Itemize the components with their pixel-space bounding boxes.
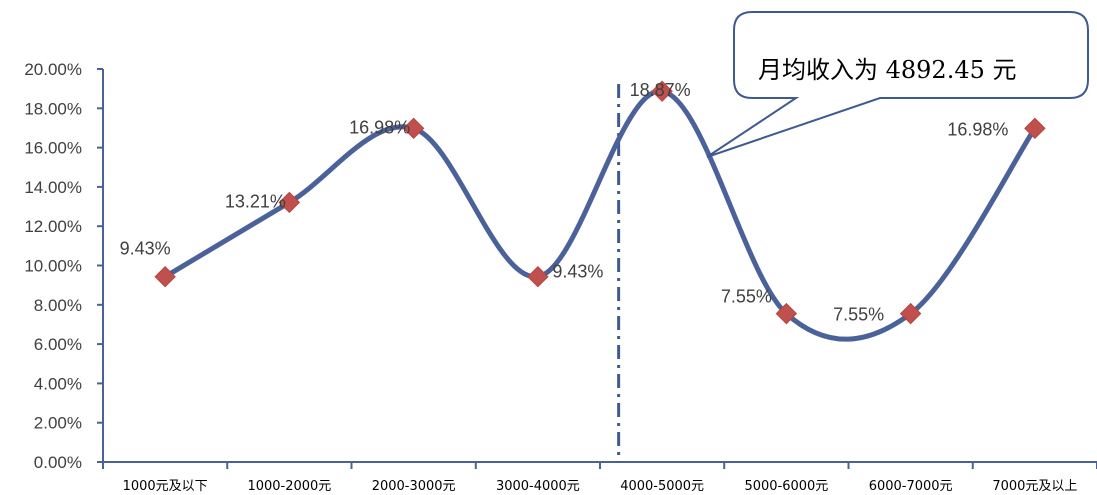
data-label: 9.43% (120, 239, 171, 259)
x-tick-label: 5000-6000元 (744, 479, 828, 494)
callout: 月均收入为 4892.45 元 (706, 11, 1089, 158)
series-layer (154, 80, 1046, 342)
y-axis: 0.00% 2.00% 4.00% 6.00% 8.00% 10.00% 12.00% 14.… (24, 60, 104, 472)
y-tick-label: 16.00% (24, 139, 82, 158)
y-tick-label: 10.00% (24, 257, 82, 276)
data-label: 13.21% (225, 191, 286, 211)
y-tick-label: 12.00% (24, 217, 82, 236)
y-tick-label: 20.00% (24, 60, 82, 79)
data-label: 18.87% (630, 80, 691, 100)
series-line (163, 88, 1037, 342)
x-tick-label: 2000-3000元 (372, 479, 456, 494)
data-label: 7.55% (833, 305, 884, 325)
x-tick-label: 6000-7000元 (869, 479, 953, 494)
data-label: 16.98% (947, 119, 1008, 139)
data-point-marker (154, 265, 176, 288)
x-tick-label: 7000元及以上 (992, 479, 1077, 494)
y-tick-label: 8.00% (34, 296, 82, 315)
data-point-marker (527, 265, 549, 288)
data-point-marker (651, 80, 673, 102)
y-tick-label: 6.00% (34, 335, 82, 354)
data-point-marker (278, 191, 301, 214)
data-point-marker (899, 302, 922, 325)
callout-text: 月均收入为 4892.45 元 (758, 56, 1017, 84)
y-tick-label: 4.00% (34, 374, 82, 393)
x-tick-label: 1000-2000元 (247, 479, 331, 494)
data-label: 16.98% (349, 117, 410, 137)
data-labels: 9.43% 13.21% 16.98% 9.43% 18.87% 7.55% 7.55% 16… (120, 80, 1009, 324)
x-tick-label: 1000元及以下 (123, 479, 208, 494)
data-label: 7.55% (721, 287, 772, 307)
y-tick-label: 18.00% (24, 99, 82, 118)
data-point-marker (1024, 117, 1046, 140)
callout-bubble (706, 11, 1089, 158)
x-axis: 1000元及以下 1000-2000元 2000-3000元 3000-4000元 40… (102, 461, 1097, 494)
x-tick-label: 4000-5000元 (620, 479, 704, 494)
y-tick-label: 0.00% (34, 453, 82, 472)
y-tick-label: 14.00% (24, 178, 82, 197)
data-point-marker (402, 117, 425, 140)
data-point-marker (775, 302, 798, 325)
data-label: 9.43% (552, 262, 603, 282)
y-tick-label: 2.00% (34, 414, 82, 433)
x-tick-label: 3000-4000元 (496, 479, 580, 494)
